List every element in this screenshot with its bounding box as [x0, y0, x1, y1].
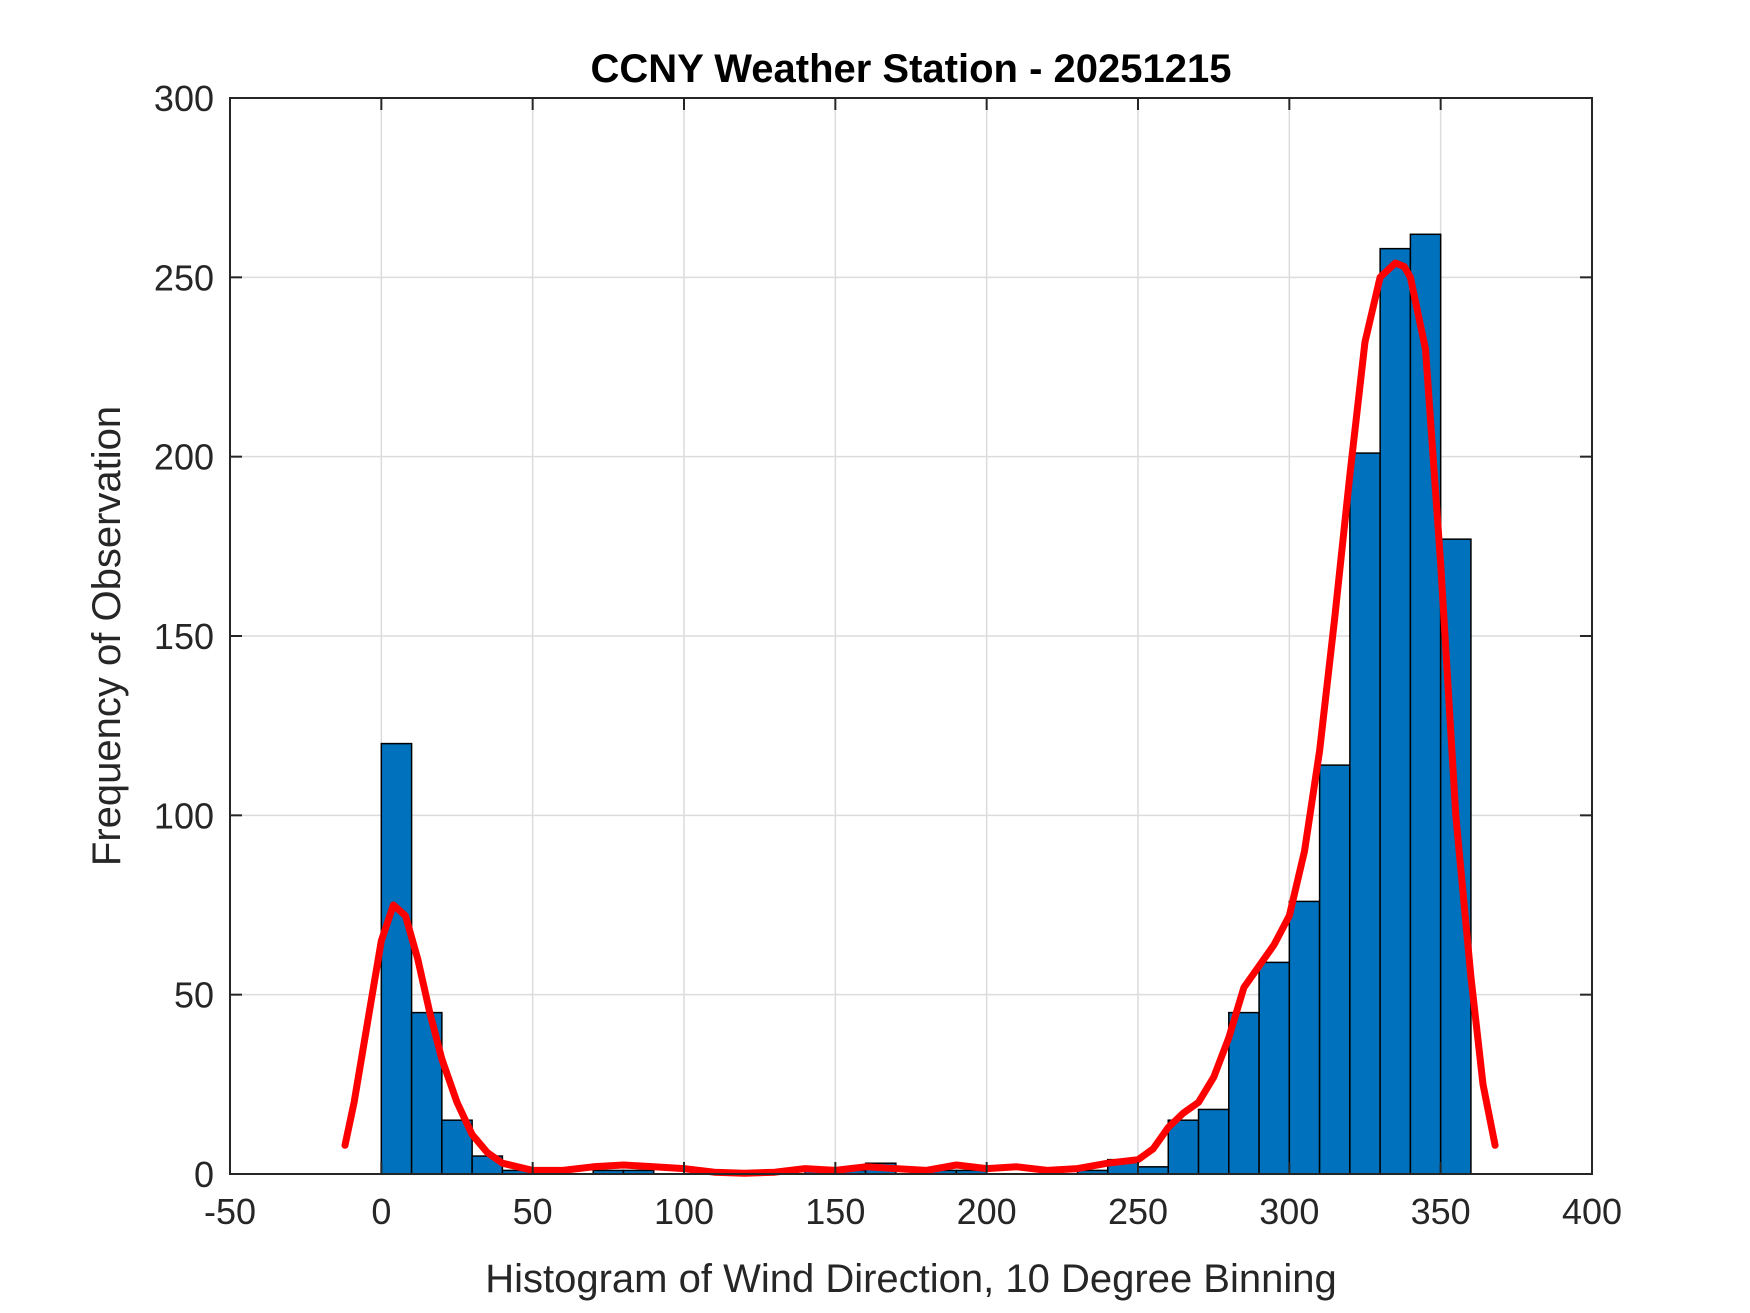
x-tick-label: 50 [513, 1191, 553, 1232]
x-tick-labels: -50 0 50 100 150 200 250 300 350 400 [204, 1191, 1622, 1232]
histogram-bar [1318, 764, 1351, 1175]
histogram-bar [1197, 1108, 1230, 1175]
chart-title: CCNY Weather Station - 20251215 [591, 47, 1232, 91]
x-tick-label: 150 [805, 1191, 865, 1232]
x-tick-label: 400 [1562, 1191, 1622, 1232]
x-tick-label: 200 [957, 1191, 1017, 1232]
histogram-bar [1167, 1119, 1200, 1175]
x-tick-label: -50 [204, 1191, 256, 1232]
histogram-bar [1379, 247, 1412, 1175]
y-tick-label: 0 [194, 1154, 214, 1195]
y-tick-label: 100 [154, 795, 214, 836]
x-axis-label: Histogram of Wind Direction, 10 Degree B… [485, 1257, 1337, 1301]
density-curve-group [341, 259, 1499, 1177]
y-axis-label: Frequency of Observation [85, 406, 129, 866]
x-tick-label: 350 [1411, 1191, 1471, 1232]
density-curve [341, 259, 1499, 1177]
y-tick-labels: 0 50 100 150 200 250 300 [154, 78, 214, 1195]
y-tick-label: 150 [154, 616, 214, 657]
tick-marks [229, 97, 1593, 1175]
y-tick-label: 50 [174, 975, 214, 1016]
y-tick-label: 200 [154, 437, 214, 478]
histogram-bar [1228, 1011, 1260, 1175]
histogram-bar [1349, 452, 1381, 1175]
histogram-bar [1137, 1166, 1170, 1175]
histogram-bar [1288, 900, 1321, 1175]
x-tick-label: 100 [654, 1191, 714, 1232]
y-tick-label: 300 [154, 78, 214, 119]
histogram-bar [1258, 961, 1291, 1175]
histogram-bar [380, 742, 413, 1175]
y-tick-label: 250 [154, 257, 214, 298]
x-tick-label: 0 [371, 1191, 391, 1232]
x-tick-label: 250 [1108, 1191, 1168, 1232]
x-tick-label: 300 [1259, 1191, 1319, 1232]
histogram-bars [380, 233, 1472, 1175]
